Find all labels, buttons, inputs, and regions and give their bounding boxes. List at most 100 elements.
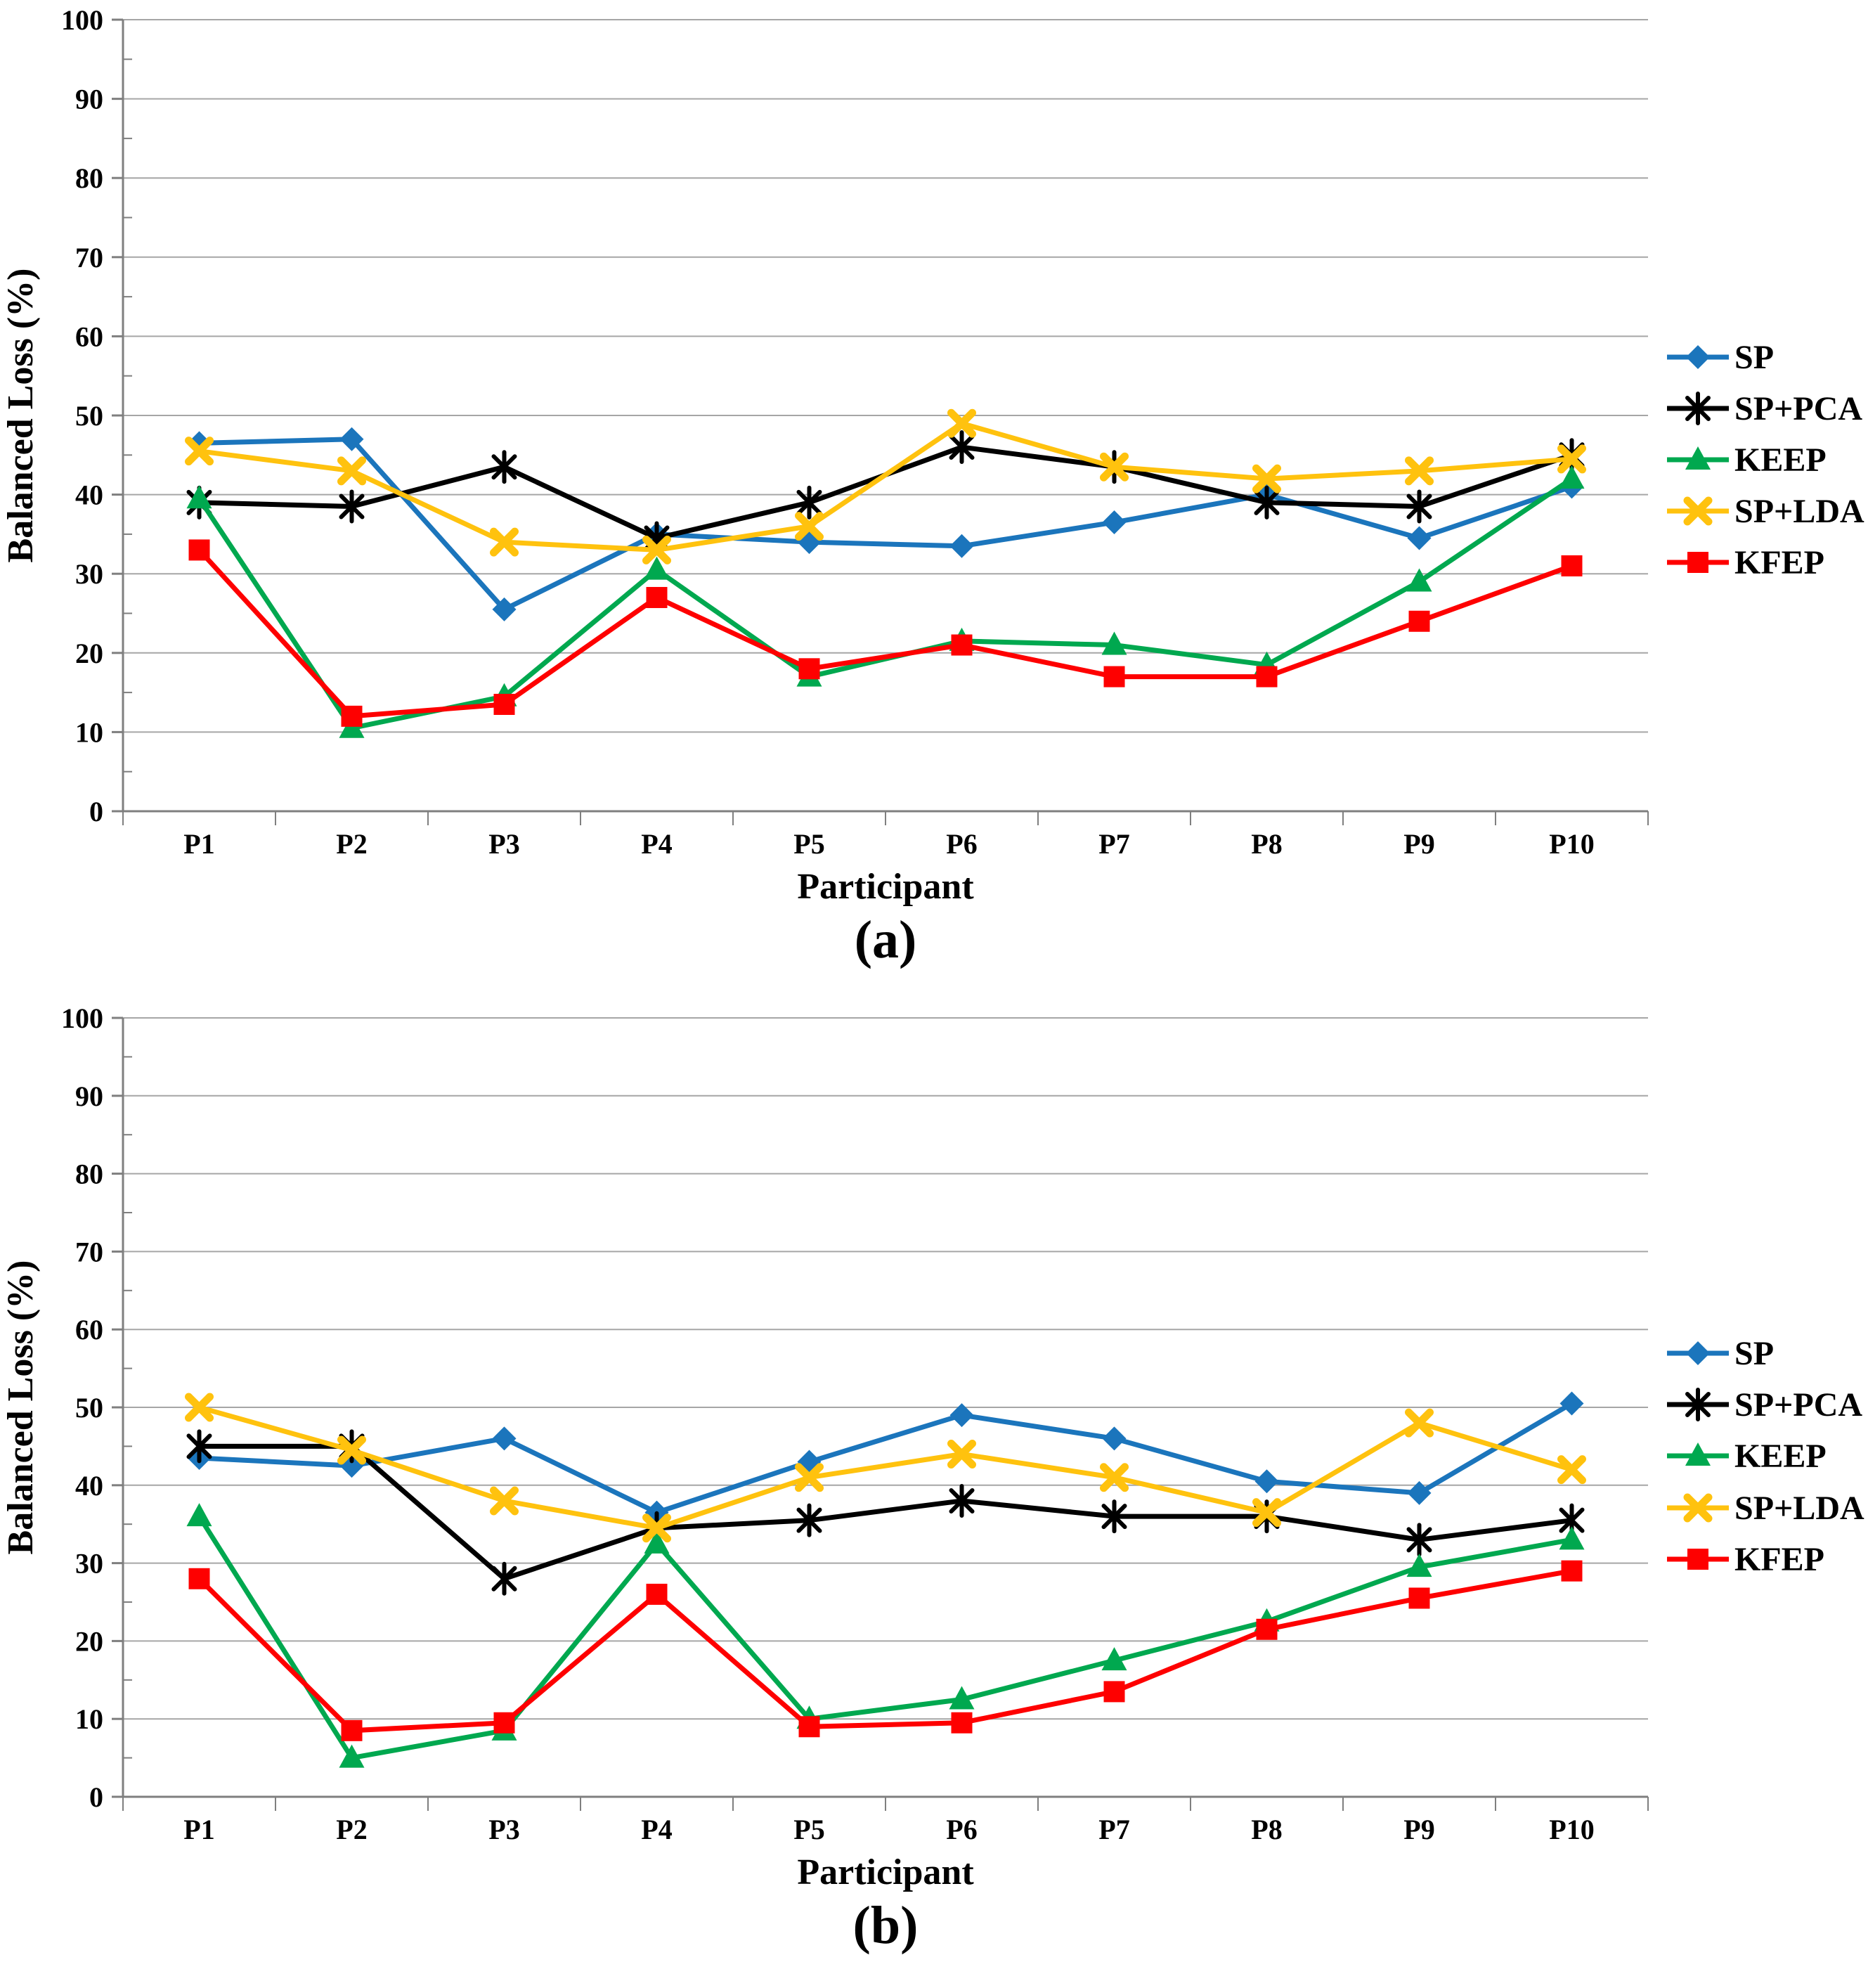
series-line-KEEP <box>197 477 1574 731</box>
legend-item-KFEP: KFEP <box>1667 544 1824 581</box>
panel-b: 0 10 20 30 40 50 60 70 80 90 100 P1 P2 P3 P4 P5 P6 P7 P8 P9… <box>0 994 1868 1988</box>
legend-label-SP: SP <box>1734 339 1774 376</box>
marker-KFEP-P7 <box>1103 666 1125 688</box>
panel-a: 0 10 20 30 40 50 60 70 80 90 100 P1 P2 P3 P4 P5 P6 P7 P8 P9… <box>1 4 1864 969</box>
marker-KEEP-P7 <box>1101 631 1127 655</box>
series-KFEP <box>188 1560 1583 1741</box>
marker-SP+LDA-P3 <box>490 1486 519 1516</box>
marker-SP-P10 <box>1559 1391 1584 1416</box>
y-tick-label-70: 70 <box>75 242 103 273</box>
y-tick-label-90: 90 <box>75 1080 103 1112</box>
caption-a: (a) <box>855 910 917 969</box>
marker-SP+LDA-P8 <box>1252 1498 1281 1528</box>
y-tick-label-50: 50 <box>75 400 103 432</box>
x-tick-label-P4: P4 <box>641 1814 672 1845</box>
marker-KEEP-P6 <box>949 1686 975 1710</box>
axis-ticks <box>112 18 1649 825</box>
series-line-SP <box>199 437 1573 612</box>
y-tick-label-70: 70 <box>75 1236 103 1267</box>
marker-SP+PCA-P3 <box>491 450 517 484</box>
marker-SP+LDA-P6 <box>947 408 976 438</box>
marker-KFEP-P7 <box>1103 1681 1125 1703</box>
legend-label-KEEP: KEEP <box>1734 1438 1827 1475</box>
x-tick-label-P5: P5 <box>793 1814 824 1845</box>
marker-SP+PCA-P2 <box>339 489 365 524</box>
y-tick-label-30: 30 <box>75 1548 103 1580</box>
y-tick-label-30: 30 <box>75 558 103 590</box>
marker-SP+LDA-P4 <box>642 1513 671 1543</box>
marker-KFEP-P6 <box>951 634 973 656</box>
legend-label-KFEP: KFEP <box>1734 544 1824 581</box>
gridlines <box>123 19 1648 733</box>
x-tick-label-P1: P1 <box>183 1814 214 1845</box>
series-SP <box>187 1391 1584 1525</box>
x-axis-title: Participant <box>797 1852 974 1892</box>
x-tick-label-P3: P3 <box>488 828 519 860</box>
marker-KFEP-P10 <box>1561 1560 1583 1582</box>
marker-SP+PCA-P3 <box>491 1561 517 1596</box>
marker-SP-P6 <box>949 1403 974 1428</box>
marker-KEEP-P1 <box>186 485 212 509</box>
marker-SP-P7 <box>1102 510 1127 535</box>
legend-label-SP+LDA: SP+LDA <box>1734 493 1864 530</box>
legend-item-KFEP: KFEP <box>1667 1541 1824 1578</box>
marker-SP+LDA-P9 <box>1405 1408 1434 1438</box>
marker-SP+PCA-P9 <box>1406 1523 1432 1557</box>
marker-SP+LDA-P1 <box>185 437 214 466</box>
y-axis-title: Balanced Loss (%) <box>1 1260 41 1555</box>
y-tick-labels: 0 10 20 30 40 50 60 70 80 90 100 <box>61 4 103 827</box>
y-tick-label-40: 40 <box>75 1470 103 1502</box>
marker-KFEP-P6 <box>951 1712 973 1734</box>
series-SP+PCA <box>186 1429 1585 1596</box>
series-line-KFEP <box>197 1568 1573 1734</box>
y-tick-label-20: 20 <box>75 1625 103 1657</box>
marker-SP+PCA-P8 <box>1254 485 1280 519</box>
y-tick-label-40: 40 <box>75 479 103 511</box>
y-tick-label-50: 50 <box>75 1392 103 1424</box>
marker-SP+LDA-P5 <box>795 512 824 541</box>
marker-KEEP-P4 <box>644 1530 670 1554</box>
legend-item-SP+PCA: SP+PCA <box>1667 1386 1862 1424</box>
x-tick-label-P10: P10 <box>1549 828 1594 860</box>
y-tick-label-60: 60 <box>75 1314 103 1345</box>
y-tick-label-20: 20 <box>75 638 103 669</box>
marker-SP-P9 <box>1407 526 1432 550</box>
series-line-SP+LDA <box>198 1405 1573 1531</box>
series-line-SP+PCA <box>199 1443 1572 1582</box>
marker-SP+LDA-P2 <box>337 1435 366 1465</box>
x-tick-label-P6: P6 <box>946 1814 977 1845</box>
marker-KEEP-P7 <box>1101 1647 1127 1671</box>
legend-label-KEEP: KEEP <box>1734 441 1827 479</box>
series-SP+LDA <box>185 408 1586 564</box>
x-tick-label-P5: P5 <box>793 828 824 860</box>
marker-KFEP-P5 <box>798 658 820 680</box>
legend-item-SP+LDA: SP+LDA <box>1667 1490 1864 1527</box>
marker-SP+PCA-P7 <box>1101 1499 1127 1534</box>
series-KFEP <box>188 539 1583 727</box>
legend-marker-KFEP <box>1687 1549 1708 1570</box>
y-tick-label-10: 10 <box>75 716 103 748</box>
y-tick-labels: 0 10 20 30 40 50 60 70 80 90 100 <box>61 1002 103 1813</box>
legend-item-SP+LDA: SP+LDA <box>1667 493 1864 530</box>
marker-KEEP-P1 <box>186 1503 212 1527</box>
legend-marker-KEEP <box>1685 1442 1711 1466</box>
y-tick-label-90: 90 <box>75 84 103 115</box>
legend-marker-KFEP <box>1687 552 1708 573</box>
series-SP <box>187 427 1584 621</box>
x-tick-label-P1: P1 <box>183 828 214 860</box>
series-line-KFEP <box>197 548 1573 719</box>
legend: SP SP+PCA KEEP SP+LDA KFEP <box>1667 1335 1864 1578</box>
x-tick-label-P3: P3 <box>488 1814 519 1845</box>
legend-item-SP: SP <box>1667 1335 1774 1372</box>
marker-SP+LDA-P6 <box>947 1439 976 1469</box>
legend-marker-SP <box>1686 1341 1710 1365</box>
marker-KEEP-P9 <box>1406 568 1432 592</box>
x-tick-label-P2: P2 <box>336 828 367 860</box>
x-tick-label-P10: P10 <box>1549 1814 1594 1845</box>
y-tick-label-80: 80 <box>75 162 103 194</box>
x-axis-title: Participant <box>797 867 974 907</box>
marker-KFEP-P4 <box>646 586 668 608</box>
x-tick-label-P8: P8 <box>1251 828 1282 860</box>
marker-SP-P2 <box>339 427 364 451</box>
